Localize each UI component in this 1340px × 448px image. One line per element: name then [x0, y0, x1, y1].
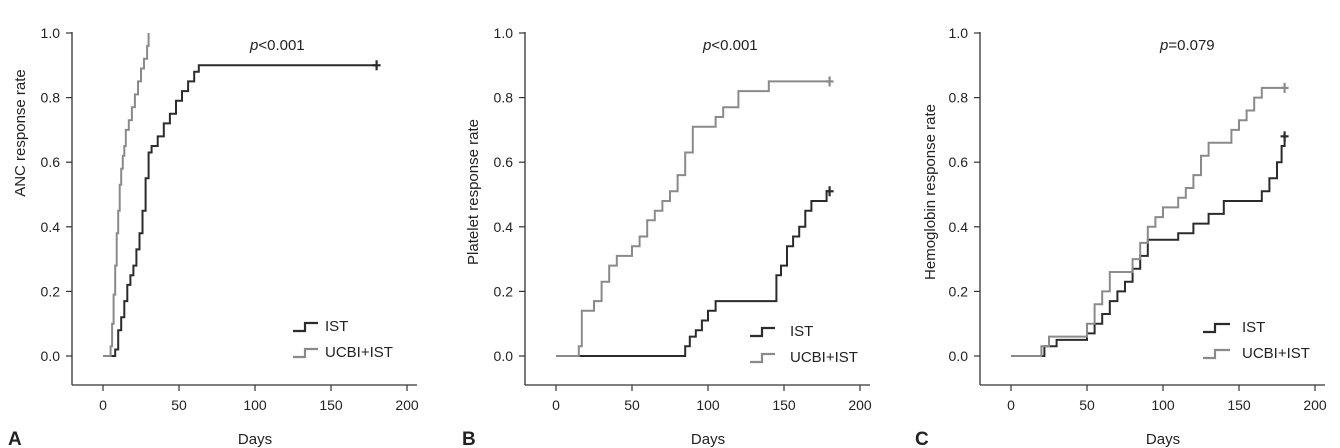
x-axis-label: Days — [1146, 431, 1180, 448]
legend-swatch-ucbi-ist — [1203, 348, 1230, 360]
p-value-annotation: p<0.001 — [702, 37, 758, 54]
x-tick-label: 200 — [848, 397, 872, 413]
plot-area: 0.0 0.2 0.4 0.6 0.8 1.0 0 50 100 150 200 — [494, 25, 872, 413]
x-tick-label: 0 — [1007, 397, 1015, 413]
legend-swatch-ist — [750, 326, 775, 338]
y-tick-label: 0.4 — [494, 219, 514, 235]
x-tick-label: 0 — [99, 397, 107, 413]
x-tick-label: 200 — [1303, 397, 1327, 413]
x-tick-label: 150 — [1227, 397, 1251, 413]
y-tick-label: 1.0 — [41, 25, 61, 41]
legend-label-ucbi-ist: UCBI+IST — [1242, 345, 1310, 362]
panel-label: C — [915, 429, 929, 448]
legend-swatch-ucbi-ist — [293, 347, 318, 359]
panel-b: B Platelet response rate Days p<0.001 0.… — [462, 25, 872, 448]
x-axis-label: Days — [238, 431, 272, 448]
x-tick-label: 0 — [552, 397, 560, 413]
x-tick-label: 150 — [319, 397, 343, 413]
x-tick-label: 50 — [1079, 397, 1095, 413]
p-value-annotation: p<0.001 — [249, 37, 305, 54]
legend: IST UCBI+IST — [1203, 319, 1310, 362]
x-tick-label: 100 — [696, 397, 720, 413]
legend-label-ist: IST — [1242, 319, 1265, 336]
y-tick-label: 0.4 — [949, 219, 969, 235]
y-tick-label: 0.4 — [41, 219, 61, 235]
series-line-ucbi-ist — [556, 80, 830, 357]
x-tick-label: 200 — [395, 397, 419, 413]
legend-label-ist: IST — [790, 323, 813, 340]
plot-area: 0.0 0.2 0.4 0.6 0.8 1.0 0 50 100 150 200 — [41, 25, 419, 413]
y-tick-label: 0.0 — [494, 348, 514, 364]
y-tick-label: 0.8 — [41, 90, 61, 106]
y-tick-label: 0.8 — [949, 90, 969, 106]
y-tick-label: 0.2 — [494, 283, 514, 299]
series-line-ist — [103, 64, 377, 357]
x-tick-label: 150 — [772, 397, 796, 413]
panel-a: A ANC response rate Days p<0.001 0.00.20… — [8, 25, 419, 448]
x-tick-label: 100 — [243, 397, 267, 413]
series-line-ucbi-ist — [103, 33, 150, 357]
legend-label-ist: IST — [325, 318, 348, 335]
legend: IST UCBI+IST — [750, 323, 858, 366]
p-symbol: p — [1159, 37, 1168, 54]
y-axis-label: Hemoglobin response rate — [922, 104, 939, 280]
series-line-ucbi-ist — [1011, 86, 1285, 357]
y-tick-label: 1.0 — [494, 25, 514, 41]
y-tick-label: 0.0 — [41, 348, 61, 364]
y-tick-label: 1.0 — [949, 25, 969, 41]
series-line-ist — [1011, 136, 1286, 357]
legend-swatch-ist — [293, 321, 318, 333]
x-axis-label: Days — [691, 431, 725, 448]
x-tick-label: 100 — [1151, 397, 1175, 413]
y-tick-label: 0.6 — [494, 154, 514, 170]
y-axis-label: Platelet response rate — [465, 119, 482, 265]
p-symbol: p — [249, 37, 258, 54]
plot-area: 0.0 0.2 0.4 0.6 0.8 1.0 0 50 100 150 200 — [949, 25, 1327, 413]
p-value: <0.001 — [258, 37, 304, 54]
panel-label: B — [462, 429, 476, 448]
legend-label-ucbi-ist: UCBI+IST — [325, 344, 393, 361]
x-tick-label: 50 — [171, 397, 187, 413]
panel-c: C Hemoglobin response rate Days p=0.079 … — [915, 25, 1327, 448]
p-value-annotation: p=0.079 — [1159, 37, 1215, 54]
legend-label-ucbi-ist: UCBI+IST — [790, 349, 858, 366]
y-tick-label: 0.2 — [949, 283, 969, 299]
y-tick-label: 0.0 — [949, 348, 969, 364]
series-line-ist — [556, 190, 830, 357]
p-value: <0.001 — [711, 37, 757, 54]
y-axis-label: ANC response rate — [12, 69, 29, 197]
legend: IST UCBI+IST — [293, 318, 393, 361]
x-tick-label: 50 — [624, 397, 640, 413]
panel-label: A — [8, 429, 22, 448]
p-value: =0.079 — [1168, 37, 1214, 54]
y-tick-label: 0.2 — [41, 283, 61, 299]
y-tick-label: 0.6 — [949, 154, 969, 170]
legend-swatch-ucbi-ist — [750, 352, 775, 364]
p-symbol: p — [702, 37, 711, 54]
y-tick-label: 0.6 — [41, 154, 61, 170]
y-tick-label: 0.8 — [494, 90, 514, 106]
legend-swatch-ist — [1203, 322, 1230, 334]
